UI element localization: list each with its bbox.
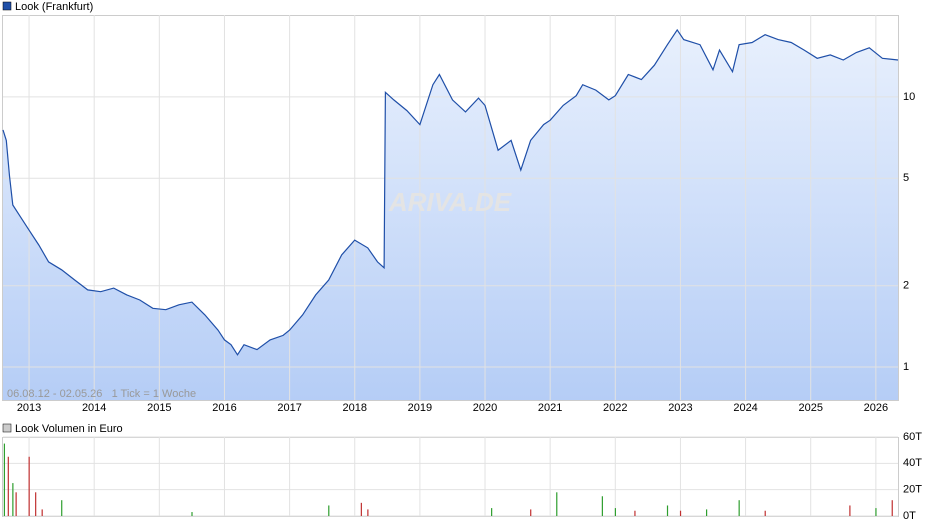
y-tick-label: 2 [903, 280, 909, 292]
volume-bar [12, 483, 14, 516]
volume-bar [849, 505, 851, 516]
volume-bar [556, 492, 558, 516]
x-tick-label: 2017 [277, 402, 301, 414]
x-tick-label: 2014 [82, 402, 106, 414]
volume-bar [7, 456, 9, 516]
y-tick-label: 20T [903, 484, 922, 496]
volume-bar [3, 443, 6, 516]
y-tick-label: 5 [903, 172, 909, 184]
volume-bar [764, 510, 766, 516]
x-tick-label: 2019 [408, 402, 432, 414]
volume-bar [666, 505, 669, 516]
volume-bar [705, 509, 708, 516]
x-tick-label: 2024 [733, 402, 757, 414]
volume-bar [530, 509, 532, 516]
x-tick-label: 2018 [343, 402, 367, 414]
x-tick-label: 2022 [603, 402, 627, 414]
volume-bar [891, 500, 893, 516]
x-tick-label: 2025 [798, 402, 822, 414]
y-tick-label: 0T [903, 510, 916, 522]
volume-bar [491, 508, 493, 516]
volume-bar [634, 510, 636, 516]
x-tick-label: 2016 [212, 402, 236, 414]
plot-frame [2, 15, 899, 401]
volume-bar [360, 502, 362, 516]
legend-swatch [2, 423, 12, 433]
y-tick-label: 1 [903, 361, 909, 373]
x-tick-label: 2013 [17, 402, 41, 414]
chart-title: Look (Frankfurt) [15, 1, 93, 13]
legend-swatch [2, 1, 12, 11]
date-range-note: 06.08.12 - 02.05.26 1 Tick = 1 Woche [7, 388, 196, 400]
y-tick-label: 60T [903, 431, 922, 443]
volume-bar [61, 500, 63, 516]
watermark: ARIVA.DE [388, 187, 512, 217]
x-tick-label: 2020 [473, 402, 497, 414]
volume-bar [367, 509, 369, 516]
volume-bar [41, 509, 43, 516]
volume-bar [601, 496, 603, 516]
volume-bar [35, 492, 37, 516]
x-tick-label: 2026 [864, 402, 888, 414]
volume-bar [738, 500, 740, 516]
volume-bar [614, 508, 616, 516]
volume-bar [875, 508, 877, 516]
volume-title: Look Volumen in Euro [15, 423, 123, 435]
volume-bar [15, 492, 17, 516]
x-tick-label: 2023 [668, 402, 692, 414]
volume-bar [679, 510, 682, 516]
volume-bar [28, 456, 30, 516]
volume-frame [2, 437, 899, 517]
x-tick-label: 2021 [538, 402, 562, 414]
y-tick-label: 40T [903, 457, 922, 469]
price-area [3, 29, 898, 401]
y-tick-label: 10 [903, 91, 915, 103]
volume-bar [191, 512, 193, 516]
volume-bar [328, 505, 330, 516]
price-line [2, 28, 899, 356]
x-tick-label: 2015 [147, 402, 171, 414]
